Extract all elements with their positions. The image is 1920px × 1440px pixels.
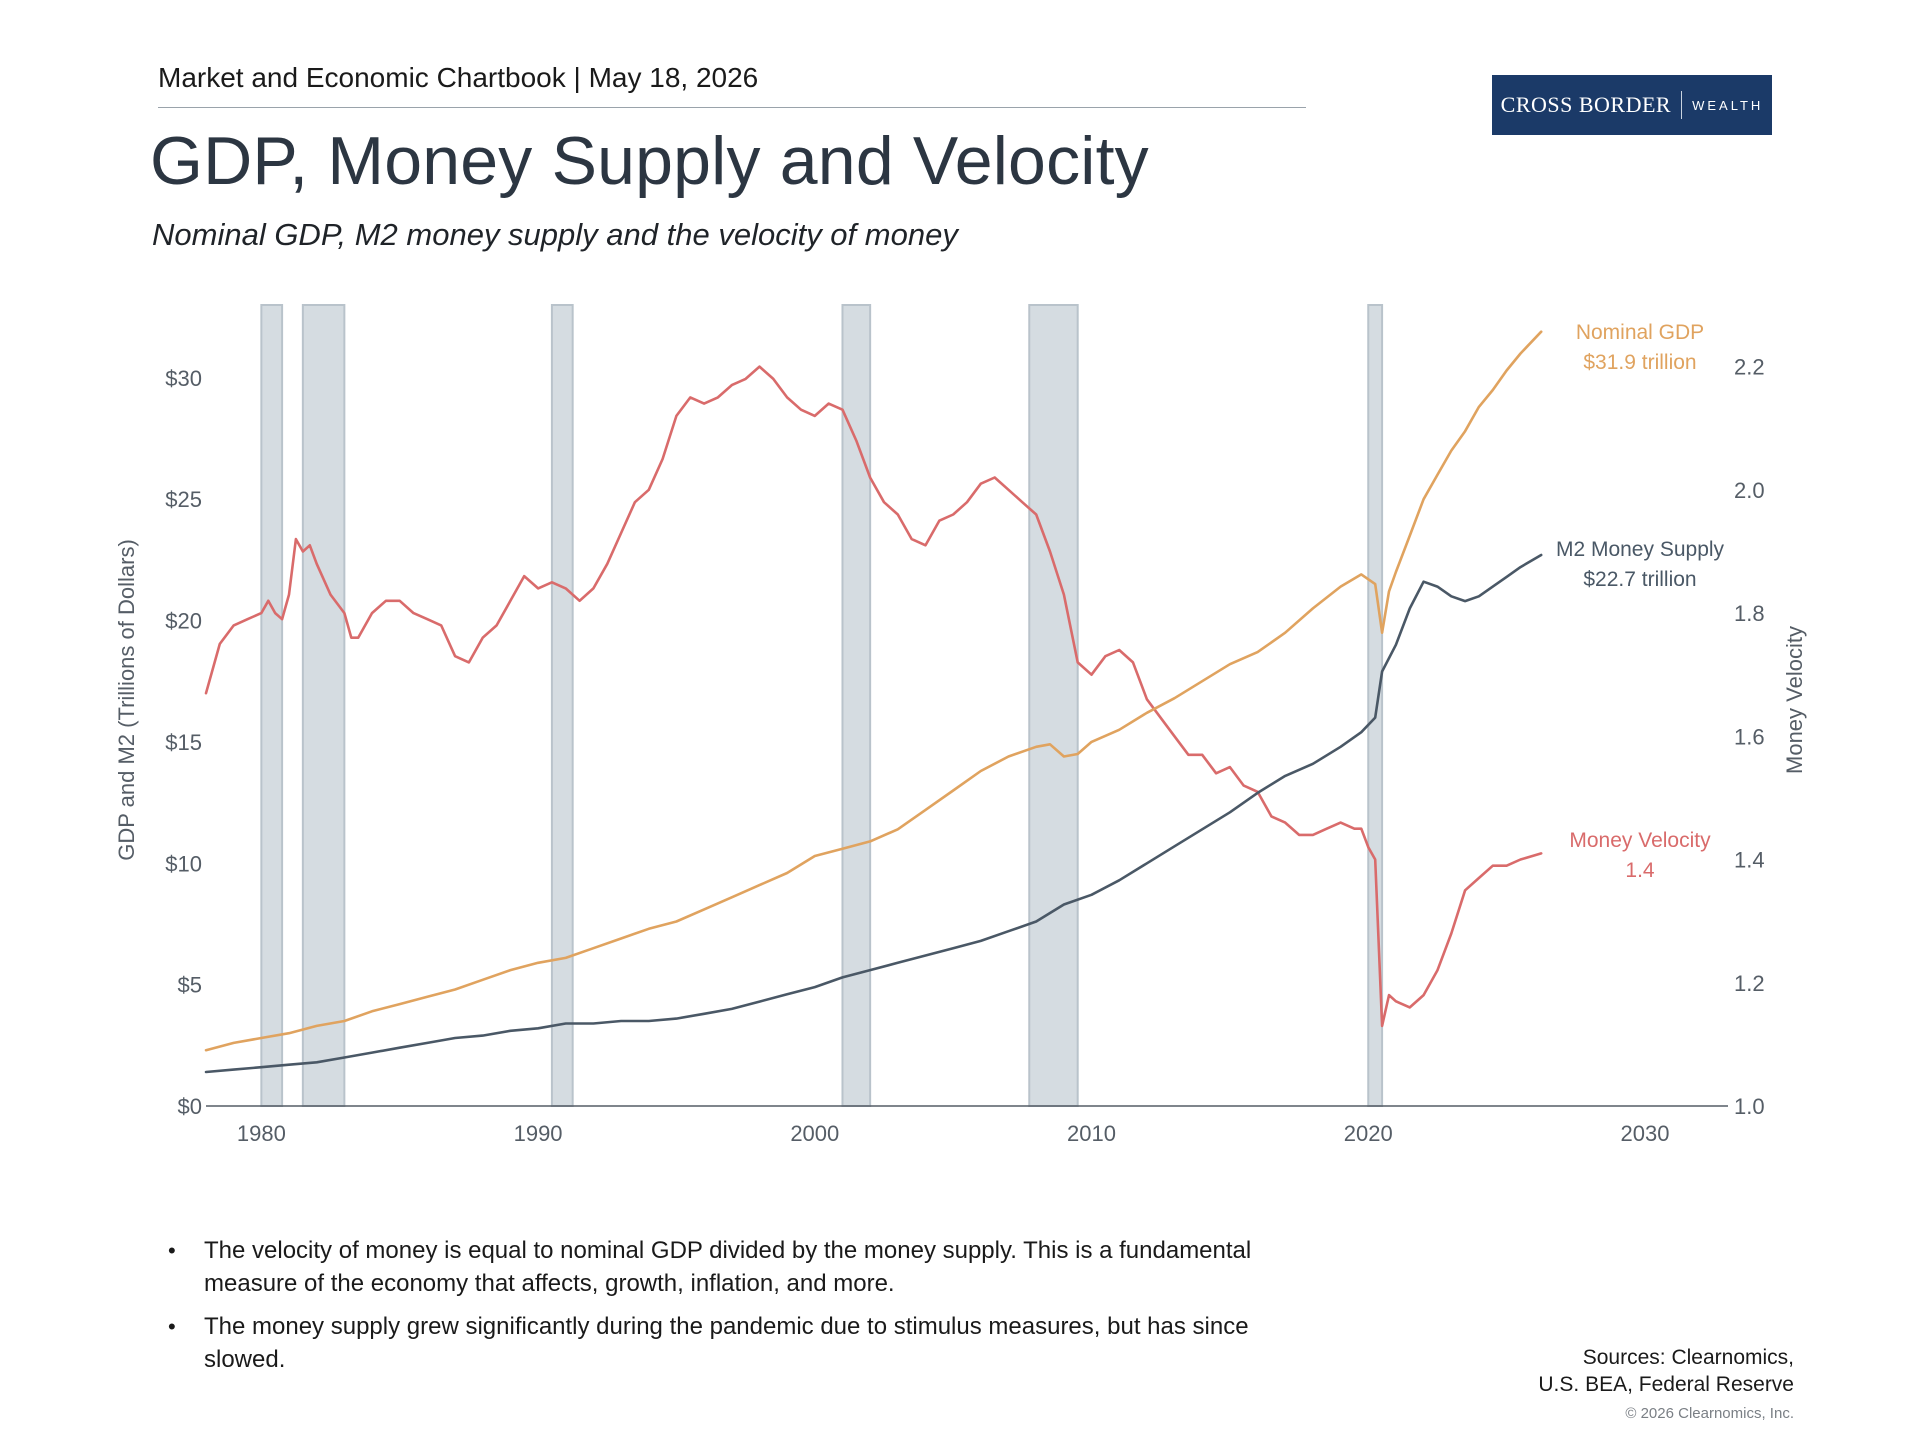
y-right-axis-title: Money Velocity	[1782, 626, 1807, 774]
recession-band	[260, 304, 284, 1107]
gdp-m2-velocity-chart: 1980 1990 2000 2010 2020 2030 $0 $5 $10 $15 $20 $25…	[114, 304, 1807, 1146]
note-item: • The velocity of money is equal to nomin…	[168, 1234, 1328, 1300]
series-label-value: $31.9 trillion	[1583, 351, 1696, 374]
page-subtitle: Nominal GDP, M2 money supply and the vel…	[152, 217, 958, 252]
y-right-tick-label: 1.4	[1734, 848, 1765, 873]
series-line-nominal-gdp	[204, 330, 1543, 1052]
note-text: The money supply grew significantly duri…	[204, 1313, 1249, 1373]
y-left-tick-label: $15	[165, 730, 202, 755]
logo-separator	[1681, 91, 1683, 119]
logo-word-wealth: WEALTH	[1692, 97, 1764, 113]
series-label-value: 1.4	[1625, 859, 1655, 882]
bullet-dot-icon: •	[168, 1314, 176, 1339]
note-text: The velocity of money is equal to nomina…	[204, 1237, 1252, 1297]
recession-band	[841, 304, 872, 1107]
recession-band	[1028, 304, 1079, 1107]
recession-band	[550, 304, 574, 1107]
y-left-axis-title: GDP and M2 (Trillions of Dollars)	[114, 539, 139, 861]
notes-list: • The velocity of money is equal to nomin…	[168, 1234, 1328, 1386]
chartbook-header: Market and Economic Chartbook | May 18, …	[158, 62, 759, 93]
recession-band	[301, 304, 346, 1107]
y-left-tick-label: $20	[165, 609, 202, 634]
logo-word-cross-border: CROSS BORDER	[1500, 92, 1672, 117]
sources-line: U.S. BEA, Federal Reserve	[1538, 1373, 1794, 1396]
y-left-tick-label: $5	[178, 973, 202, 998]
y-right-tick-label: 1.0	[1734, 1094, 1765, 1119]
x-tick-label: 2030	[1621, 1121, 1670, 1146]
brand-logo: CROSS BORDER WEALTH	[1492, 75, 1772, 135]
chart-series	[204, 330, 1543, 1074]
page-title: GDP, Money Supply and Velocity	[150, 123, 1149, 199]
y-left-tick-label: $0	[178, 1094, 202, 1119]
header-divider	[158, 107, 1306, 108]
copyright: © 2026 Clearnomics, Inc.	[1625, 1405, 1794, 1422]
y-right-tick-label: 2.0	[1734, 478, 1765, 503]
sources: Sources: Clearnomics, U.S. BEA, Federal …	[1538, 1344, 1794, 1398]
y-right-tick-label: 1.2	[1734, 971, 1765, 996]
y-left-tick-label: $10	[165, 851, 202, 876]
x-tick-label: 1980	[237, 1121, 286, 1146]
series-labels: Nominal GDP $31.9 trillion M2 Money Supply…	[1556, 321, 1725, 882]
bullet-dot-icon: •	[168, 1238, 176, 1263]
series-line-money-velocity	[204, 365, 1543, 1028]
x-tick-label: 2000	[790, 1121, 839, 1146]
x-tick-label: 2010	[1067, 1121, 1116, 1146]
y-right-tick-label: 2.2	[1734, 355, 1765, 380]
x-tick-label: 2020	[1344, 1121, 1393, 1146]
chart-axes: 1980 1990 2000 2010 2020 2030 $0 $5 $10 $15 $20 $25…	[114, 355, 1807, 1146]
y-right-tick-label: 1.8	[1734, 601, 1765, 626]
y-left-tick-label: $25	[165, 487, 202, 512]
y-right-tick-label: 1.6	[1734, 724, 1765, 749]
series-line-m2-money-supply	[204, 553, 1543, 1074]
x-tick-label: 1990	[514, 1121, 563, 1146]
sources-line: Sources: Clearnomics,	[1582, 1346, 1794, 1369]
series-label-name: Money Velocity	[1569, 829, 1711, 852]
series-label-name: M2 Money Supply	[1556, 538, 1725, 561]
note-item: • The money supply grew significantly dur…	[168, 1310, 1328, 1376]
series-label-value: $22.7 trillion	[1583, 568, 1696, 591]
y-left-tick-label: $30	[165, 366, 202, 391]
series-label-name: Nominal GDP	[1576, 321, 1704, 344]
